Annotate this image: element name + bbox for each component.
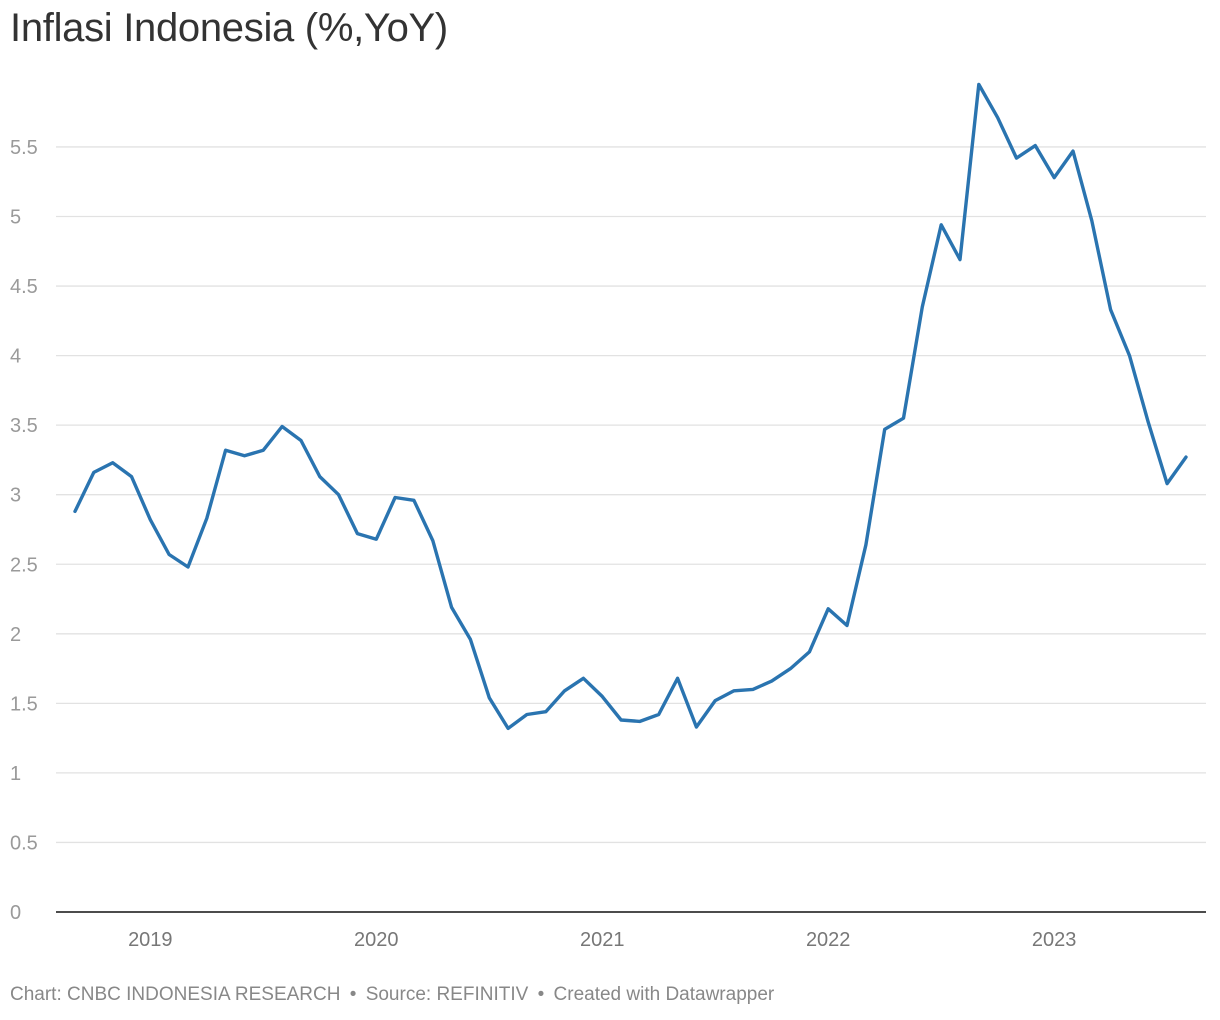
gridlines xyxy=(56,146,1206,844)
data-point xyxy=(995,115,1001,121)
y-tick-label: 2 xyxy=(10,624,21,646)
data-point xyxy=(223,447,229,453)
data-point xyxy=(976,81,982,87)
data-point xyxy=(919,304,925,310)
data-point xyxy=(354,531,360,537)
data-point xyxy=(957,257,963,263)
data-point xyxy=(505,725,511,731)
data-point xyxy=(336,492,342,498)
x-tick-label: 2023 xyxy=(1032,929,1077,951)
data-point xyxy=(298,438,304,444)
data-point xyxy=(1127,353,1133,359)
data-point xyxy=(317,474,323,480)
data-point xyxy=(1145,419,1151,425)
y-tick-label: 1.5 xyxy=(10,693,38,715)
footer-chart-credit: Chart: CNBC INDONESIA RESEARCH xyxy=(10,984,341,1005)
y-tick-label: 2.5 xyxy=(10,554,38,576)
chart-footer: Chart: CNBC INDONESIA RESEARCH • Source:… xyxy=(10,984,774,1006)
data-point xyxy=(166,552,172,558)
x-axis-ticks: 2019 2020 2021 2022 2023 xyxy=(128,929,1076,951)
data-point xyxy=(147,517,153,523)
data-point xyxy=(467,636,473,642)
y-tick-label: 4 xyxy=(10,346,21,368)
data-point xyxy=(411,497,417,503)
data-point xyxy=(260,447,266,453)
data-point xyxy=(769,678,775,684)
data-point xyxy=(72,508,78,514)
data-point xyxy=(1089,218,1095,224)
x-tick-label: 2021 xyxy=(580,929,625,951)
y-tick-label: 0 xyxy=(10,902,21,924)
data-point xyxy=(656,712,662,718)
footer-created-with: Created with Datawrapper xyxy=(553,984,775,1005)
data-point xyxy=(242,453,248,459)
data-point xyxy=(279,424,285,430)
chart-title: Inflasi Indonesia (%,YoY) xyxy=(10,6,448,50)
data-point xyxy=(543,709,549,715)
data-point xyxy=(712,698,718,704)
data-point xyxy=(1032,143,1038,149)
data-point xyxy=(110,460,116,466)
data-point xyxy=(806,649,812,655)
data-point xyxy=(1108,307,1114,313)
data-point xyxy=(430,538,436,544)
data-point xyxy=(618,717,624,723)
data-point xyxy=(562,688,568,694)
data-point xyxy=(788,666,794,672)
series-line xyxy=(73,82,1188,731)
data-point xyxy=(1051,175,1057,181)
data-point xyxy=(637,718,643,724)
data-point xyxy=(693,724,699,730)
data-point xyxy=(844,623,850,629)
y-axis-ticks: 0 0.5 1 1.5 2 2.5 3 3.5 4 4.5 5 5.5 xyxy=(10,137,38,924)
footer-source: Source: REFINITIV xyxy=(365,984,529,1005)
data-point xyxy=(825,606,831,612)
footer-separator: • xyxy=(349,984,357,1005)
series-inflation xyxy=(72,81,1189,731)
data-point xyxy=(731,688,737,694)
y-tick-label: 4.5 xyxy=(10,276,38,298)
data-point xyxy=(486,695,492,701)
data-point xyxy=(392,495,398,501)
y-tick-label: 1 xyxy=(10,763,21,785)
data-point xyxy=(185,564,191,570)
data-point xyxy=(938,222,944,228)
y-tick-label: 3 xyxy=(10,485,21,507)
data-point xyxy=(580,675,586,681)
data-point xyxy=(449,604,455,610)
data-point xyxy=(675,675,681,681)
x-tick-label: 2019 xyxy=(128,929,173,951)
data-point xyxy=(1070,148,1076,154)
data-point xyxy=(1164,481,1170,487)
footer-separator: • xyxy=(537,984,545,1005)
data-point xyxy=(863,542,869,548)
y-tick-label: 0.5 xyxy=(10,832,38,854)
data-point xyxy=(373,536,379,542)
x-tick-label: 2022 xyxy=(806,929,851,951)
data-point xyxy=(1183,454,1189,460)
y-tick-label: 5 xyxy=(10,207,21,229)
data-point xyxy=(204,515,210,521)
data-point xyxy=(599,693,605,699)
data-point xyxy=(1014,155,1020,161)
data-point xyxy=(882,426,888,432)
data-point xyxy=(524,712,530,718)
data-point xyxy=(91,469,97,475)
y-tick-label: 3.5 xyxy=(10,415,38,437)
data-point xyxy=(129,474,135,480)
data-point xyxy=(901,415,907,421)
data-point xyxy=(750,686,756,692)
x-tick-label: 2020 xyxy=(354,929,399,951)
y-tick-label: 5.5 xyxy=(10,137,38,159)
